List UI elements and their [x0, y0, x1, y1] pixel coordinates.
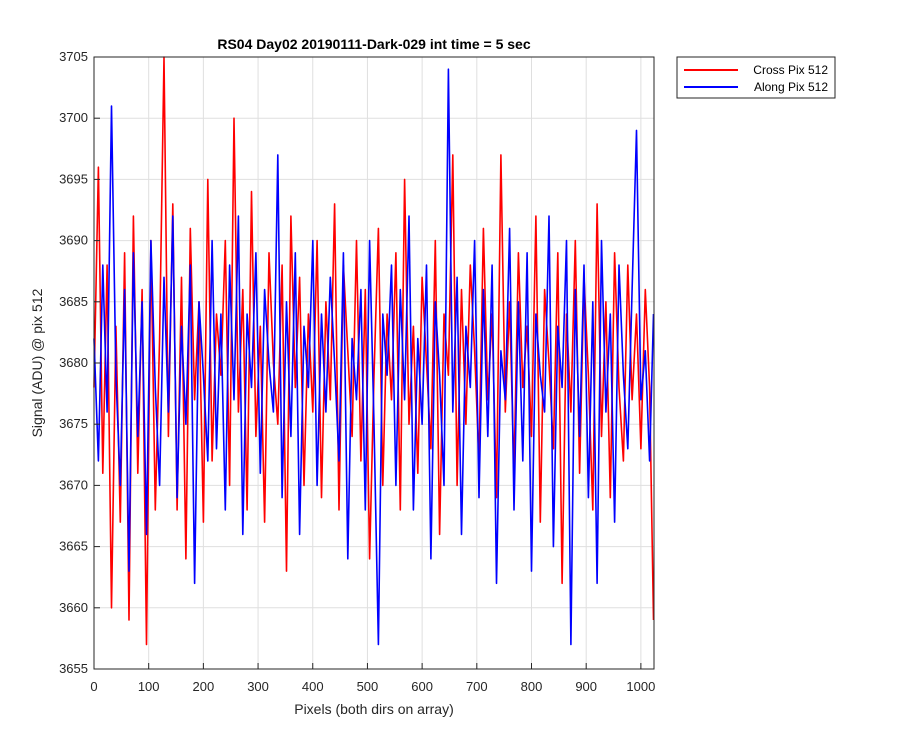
y-tick-labels: 3655 3660 3665 3670 3675 3680 3685 3690 3695 3700… [59, 49, 88, 676]
y-tick-label: 3680 [59, 355, 88, 370]
legend-box [676, 56, 836, 99]
y-axis-label: Signal (ADU) @ pix 512 [29, 288, 45, 437]
y-tick-label: 3695 [59, 171, 88, 186]
y-tick-label: 3685 [59, 294, 88, 309]
x-tick-label: 300 [247, 679, 269, 694]
x-tick-label: 800 [521, 679, 543, 694]
x-tick-label: 400 [302, 679, 324, 694]
y-tick-label: 3705 [59, 49, 88, 64]
y-tick-label: 3665 [59, 539, 88, 554]
chart-title: RS04 Day02 20190111-Dark-029 int time = … [217, 36, 530, 52]
x-tick-label: 1000 [626, 679, 655, 694]
y-tick-label: 3690 [59, 233, 88, 248]
ticks [93, 56, 642, 670]
legend: Cross Pix 512 Along Pix 512 [676, 56, 836, 99]
legend-label-cross: Cross Pix 512 [753, 63, 828, 77]
x-tick-label: 600 [411, 679, 433, 694]
series-line-along-pix-512 [93, 68, 655, 646]
x-tick-label: 200 [193, 679, 215, 694]
series-layer [93, 56, 655, 646]
x-tick-labels: 0 100 200 300 400 500 600 700 800 900 1000 [90, 679, 655, 694]
x-tick-label: 700 [466, 679, 488, 694]
y-tick-label: 3670 [59, 477, 88, 492]
series-line-cross-pix-512 [93, 56, 655, 646]
y-tick-label: 3655 [59, 661, 88, 676]
y-tick-label: 3675 [59, 416, 88, 431]
x-tick-label: 500 [357, 679, 379, 694]
y-tick-label: 3660 [59, 600, 88, 615]
x-axis-label: Pixels (both dirs on array) [294, 701, 454, 717]
x-tick-label: 0 [90, 679, 97, 694]
x-tick-label: 900 [575, 679, 597, 694]
legend-label-along: Along Pix 512 [754, 80, 828, 94]
y-tick-label: 3700 [59, 110, 88, 125]
x-tick-label: 100 [138, 679, 160, 694]
